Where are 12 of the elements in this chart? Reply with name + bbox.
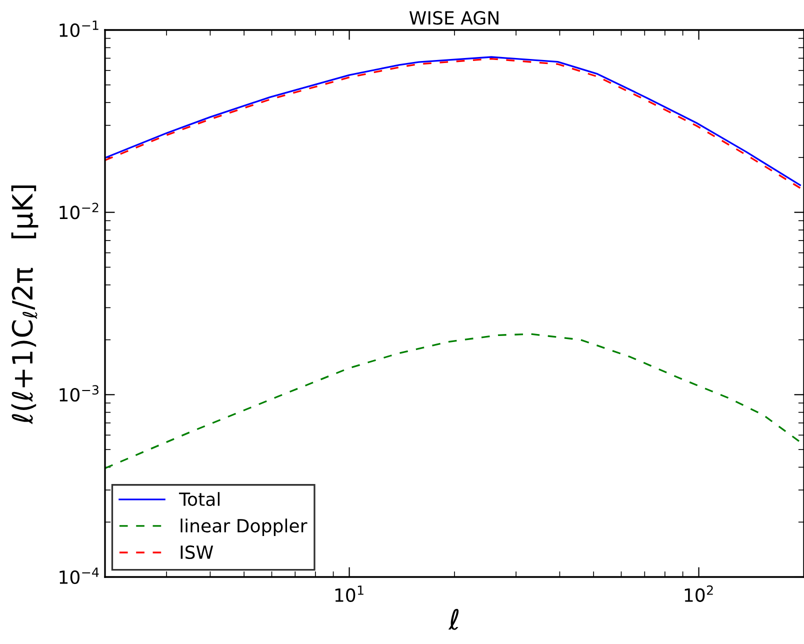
y-tick-label: 10$^{−3}$	[60, 385, 98, 402]
x-tick-label: 10$^{2}$	[684, 585, 713, 602]
legend-label: linear Doppler	[180, 518, 308, 536]
legend-label: ISW	[180, 545, 214, 560]
chart-title: WISE AGN	[409, 11, 498, 25]
y-tick-label: 10$^{−2}$	[60, 202, 98, 220]
x-tick-label: 10$^{1}$	[335, 586, 364, 602]
y-tick-label: 10$^{−1}$	[60, 20, 98, 37]
y-tick-label: 10$^{−4}$	[60, 568, 99, 584]
x-axis-title: ℓ	[448, 608, 459, 630]
legend-label: Total	[178, 492, 220, 506]
y-axis-title: ℓ(ℓ+1)C$_{ℓ}$/2π [μK]	[11, 185, 38, 424]
